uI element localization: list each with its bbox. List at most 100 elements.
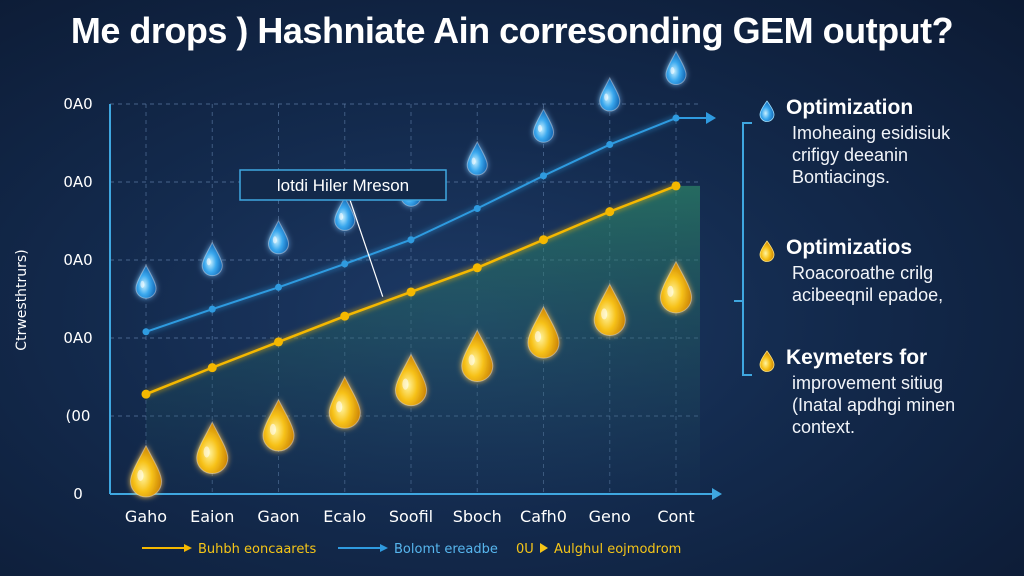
gold-drop-mark-highlight [203,446,210,458]
side-item-line: Roacoroathe crilg [792,263,934,283]
gold-drop-mark-shape [461,328,494,382]
series-line-blue-point [208,305,216,313]
side-item-line: Bontiacings. [792,167,891,187]
series-line-gold-point [539,235,548,245]
y-tick-label: 0A0 [63,251,92,269]
legend-label: Buhbh eoncaarets [198,542,316,557]
gold-drop-mark [262,398,295,452]
gold-drop-mark [659,260,693,314]
annotation: lotdi Hiler Mreson [239,169,447,297]
x-tick-label: Cont [657,507,694,526]
blue-drop-mark-shape [532,107,555,143]
side-item-line: acibeeqnil epadoe, [792,285,944,305]
gold-drop-mark-highlight [336,401,343,413]
series-line-blue-point [606,141,614,149]
gold-drop-mark-shape [659,260,693,314]
side-item-line: context. [792,417,856,437]
side-item-heading: Keymeters for [786,346,928,369]
blue-drop-mark-shape [201,241,223,277]
blue-drop-mark [201,241,223,277]
series-line-blue-point [672,114,680,122]
x-tick-label: Gaon [257,507,299,526]
series-line-gold-point [605,207,615,217]
blue-drop-mark [334,196,356,231]
blue-drop-mark-highlight [471,157,476,165]
x-tick-label: Sboch [453,507,502,526]
blue-drop-mark-highlight [670,67,675,75]
blue-drop-mark-shape [665,50,687,86]
gold-drop-mark [527,305,560,359]
series-line-blue-point [341,260,349,268]
legend-arrow [380,544,388,552]
side-item-line: crifigy deeanin [792,145,909,165]
gold-drop-mark [196,421,229,474]
y-tick-label: (00 [66,407,91,425]
legend-label: Bolomt ereadbe [394,542,498,557]
annotation-box [239,169,447,201]
series-line-blue-point [407,236,415,244]
gold-drop-mark-highlight [137,469,144,481]
gold-drop-mark [593,282,626,336]
blue-drop-mark-shape [267,219,290,255]
oil-drop-icon [759,240,775,262]
area-under-series [146,185,700,494]
data-marks [129,50,693,498]
gold-drop-mark-shape [527,305,560,359]
blue-drop-mark-highlight [537,124,542,132]
x-tick-label: Cafh0 [520,507,567,526]
blue-drop-mark [599,76,621,112]
blue-drop-mark [267,219,290,255]
side-item-optimizatios: Optimizatios Roacoroathe crilg acibeeqni… [758,236,1020,306]
blue-drop-mark-highlight [272,236,277,244]
gold-drop-mark-highlight [667,285,674,297]
gold-drop-mark-shape [328,375,361,429]
blue-drop-mark-highlight [140,280,145,288]
gold-drop-mark-shape [196,421,229,474]
y-tick-label: 0 [73,485,83,503]
blue-drop-mark [665,50,687,86]
blue-drop-mark [466,140,488,176]
blue-drop-mark-highlight [604,93,609,101]
gold-drop-mark-shape [129,444,163,498]
gold-drop-mark-shape [262,398,295,452]
series-line-blue-point [275,283,282,291]
side-panel: Optimization Imoheaing esidisiuk crifigy… [734,96,1022,437]
y-axis-label: Ctrwesthtrurs) [14,249,30,350]
y-tick-label: 0A0 [63,173,92,191]
gold-drop-mark-shape [394,353,428,407]
legend-label: Aulghul eojmodrom [554,542,681,557]
side-item-line: (Inatal apdhgi minen [792,395,956,415]
gold-drop-mark-highlight [468,354,475,366]
gold-drop-mark-highlight [534,330,542,343]
x-tick-label: Gaho [125,507,167,526]
series-line-gold-point [671,181,681,191]
x-tick-label: Eaion [190,507,234,526]
legend-separator: 0U [516,542,534,557]
side-item-heading: Optimizatios [786,236,913,259]
series-line-gold-point [340,311,350,321]
gold-drop-mark [129,444,163,498]
series-line-blue-point [142,328,150,336]
x-tick-label: Soofil [389,507,433,526]
side-item-line: improvement sitiug [792,373,944,393]
series-line-gold-point [406,287,416,297]
oil-drop-icon [759,350,775,372]
gold-drop-mark [328,375,361,429]
blue-drop-mark-shape [135,263,157,299]
annotation-leader [349,199,384,297]
gold-drop-mark [461,328,494,382]
blue-drop-mark-shape [334,196,356,231]
series-line-blue-point [540,172,547,180]
side-item-optimization: Optimization Imoheaing esidisiuk crifigy… [758,96,1020,188]
series-line-blue-point [473,205,481,213]
side-item-keymeters: Keymeters for improvement sitiug (Inatal… [758,346,1020,438]
series-line-gold-point [472,263,482,273]
blue-drop-mark-highlight [206,258,211,266]
side-item-heading: Optimization [786,96,914,119]
gold-drop-mark-highlight [601,308,608,320]
y-tick-label: 0A0 [63,329,92,347]
blue-drop-mark-shape [466,140,488,176]
legend-arrow [540,543,548,553]
series-line-gold-point [274,337,283,347]
